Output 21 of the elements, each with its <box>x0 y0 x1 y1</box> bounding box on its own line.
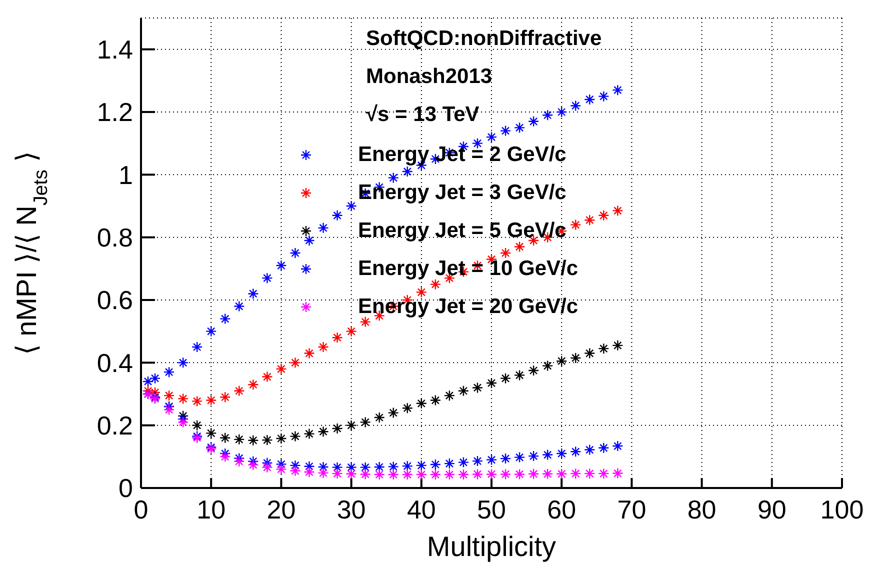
x-tick-label: 90 <box>757 494 786 524</box>
x-tick-label: 70 <box>617 494 646 524</box>
x-tick-label: 100 <box>820 494 864 524</box>
y-tick-label: 0.4 <box>96 348 133 378</box>
x-tick-label: 60 <box>547 494 576 524</box>
y-tick-label: 0 <box>118 473 133 504</box>
x-tick-label: 40 <box>406 494 436 524</box>
y-tick-label: 1.2 <box>96 97 133 128</box>
y-tick-label: 0.6 <box>96 285 133 316</box>
y-tick-label: 0.2 <box>96 410 133 441</box>
x-tick-label: 30 <box>336 494 366 524</box>
y-tick-label: 1.4 <box>96 34 133 65</box>
x-tick-label: 20 <box>266 494 296 524</box>
annotation: SoftQCD:nonDiffractive <box>366 26 602 52</box>
y-tick-label: 0.8 <box>96 222 133 253</box>
y-tick-label: 1 <box>118 160 133 190</box>
x-tick-label: 50 <box>477 494 506 524</box>
annotation: Monash2013 <box>366 64 494 90</box>
x-tick-label: 10 <box>196 494 226 524</box>
x-axis-title: Multiplicity <box>426 530 558 564</box>
x-tick-label: 80 <box>687 494 716 524</box>
